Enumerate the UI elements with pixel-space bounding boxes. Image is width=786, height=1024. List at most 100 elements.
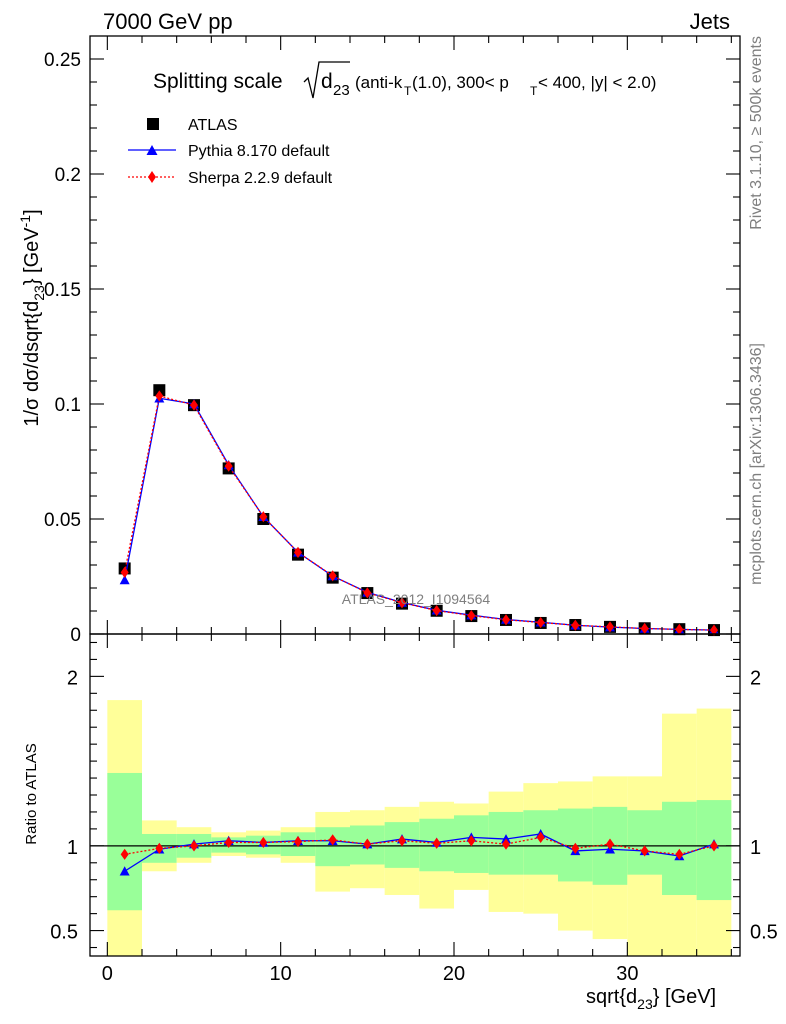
legend: ATLAS Pythia 8.170 default Sherpa 2.2.9 … [128, 117, 333, 187]
sherpa-ratio-point [398, 835, 406, 847]
pythia-ratio-point [119, 866, 130, 876]
x-tick-label: 20 [443, 963, 465, 985]
analysis-watermark: ATLAS_2012_I1094564 [342, 591, 491, 607]
sherpa-point [259, 511, 268, 523]
main-y-tick-label: 0.1 [55, 395, 81, 416]
main-y-axis-label: 1/σ dσ/dsqrt{d23} [GeV-1] [17, 209, 47, 426]
rivet-label: Rivet 3.1.10, ≥ 500k events [748, 36, 765, 230]
sherpa-point [502, 614, 510, 626]
plot-title: Splitting scale d 23 (anti-k T (1.0), 30… [153, 61, 656, 99]
sherpa-point [328, 570, 337, 582]
sherpa-ratio-point [571, 842, 580, 854]
x-tick-label: 30 [616, 963, 638, 985]
sherpa-point [155, 390, 164, 402]
sherpa-ratio-point [363, 838, 372, 850]
ratio-y-axis-label: Ratio to ATLAS [23, 743, 40, 844]
title-cuts-a-sub: T [404, 84, 412, 98]
pythia-point [119, 574, 130, 585]
sherpa-point [120, 566, 129, 578]
sherpa-ratio-point [120, 848, 129, 860]
sherpa-ratio-point [502, 838, 510, 850]
sherpa-line [124, 395, 715, 631]
sherpa-point [640, 622, 649, 635]
sherpa-point [294, 546, 302, 558]
ylabel-top-end: ] [21, 209, 43, 215]
ratio-y-tick-label-right: 2 [750, 667, 761, 689]
sherpa-ratio-point [467, 835, 476, 847]
ylabel-top-sup: -1 [17, 215, 33, 228]
legend-sherpa-label: Sherpa 2.2.9 default [188, 170, 333, 187]
sherpa-point [224, 460, 233, 472]
stat-uncertainty-band [315, 827, 350, 867]
sherpa-ratio-point [294, 836, 302, 848]
sherpa-point [536, 616, 545, 629]
x-axis-label: sqrt{d23} [GeV] [586, 986, 716, 1012]
main-panel-series [118, 384, 720, 637]
x-tick-label: 10 [270, 963, 292, 985]
sherpa-ratio-point [710, 840, 718, 852]
sherpa-ratio-point [640, 845, 649, 857]
sherpa-point [398, 597, 406, 609]
sqrt-symbol [303, 61, 350, 99]
pythia-ratio-line [124, 833, 715, 872]
ratio-y-tick-label-left: 0.5 [50, 922, 78, 944]
sherpa-ratio-point [675, 848, 684, 860]
sherpa-point [710, 624, 718, 636]
legend-atlas-label: ATLAS [188, 117, 238, 134]
title-cuts-b: (1.0), 300< p [412, 73, 509, 92]
ylabel-top-tail: } [GeV [21, 227, 43, 285]
legend-pythia-label: Pythia 8.170 default [188, 143, 330, 160]
sherpa-ratio-point [155, 842, 164, 854]
sherpa-point [571, 619, 580, 631]
ylabel-top-sub: 23 [31, 285, 47, 301]
main-y-tick-label: 0.2 [55, 165, 81, 186]
xlabel-a: sqrt{d [586, 986, 637, 1008]
ylabel-top-a: 1/σ dσ/dsqrt{d [21, 301, 43, 427]
sherpa-point [467, 610, 476, 622]
legend-atlas-marker [147, 118, 159, 130]
title-cuts-b-sub: T [530, 84, 538, 98]
stat-uncertainty-band [627, 810, 662, 875]
sherpa-point [432, 604, 441, 617]
energy-label: 7000 GeV pp [103, 9, 233, 34]
ratio-y-tick-label-left: 2 [67, 667, 78, 689]
main-y-tick-label: 0 [70, 625, 81, 646]
ratio-y-tick-label-right: 1 [750, 837, 761, 859]
ratio-panel-series [119, 828, 719, 876]
x-tick-label: 0 [102, 963, 113, 985]
title-sqrt-sub: 23 [333, 82, 350, 99]
sherpa-ratio-point [328, 834, 337, 846]
title-cuts-a: (anti-k [355, 73, 403, 92]
sherpa-ratio-point [432, 837, 441, 849]
legend-sherpa-marker [148, 171, 156, 183]
ratio-y-tick-label-left: 1 [67, 837, 78, 859]
mcplots-label: mcplots.cern.ch [arXiv:1306.3436] [748, 343, 765, 585]
sherpa-point [363, 587, 372, 599]
main-y-tick-label: 0.15 [44, 280, 81, 301]
main-y-tick-label: 0.25 [44, 50, 81, 71]
sherpa-point [675, 623, 684, 635]
sherpa-point [606, 621, 614, 633]
main-y-tick-label: 0.05 [44, 510, 81, 531]
stat-uncertainty-band [662, 801, 697, 895]
process-label: Jets [690, 9, 730, 34]
sherpa-ratio-point [224, 836, 233, 849]
axis-ticks: 00.050.10.150.20.250.5 0.51 12 20 10 20 30 [44, 36, 778, 985]
sherpa-ratio-point [536, 831, 545, 843]
atlas-data-point [153, 384, 166, 397]
title-cuts-c: < 400, |y| < 2.0) [538, 73, 656, 92]
xlabel-tail: } [GeV] [653, 986, 716, 1008]
ratio-y-tick-label-right: 0.5 [750, 922, 778, 944]
xlabel-sub: 23 [637, 996, 653, 1012]
sherpa-ratio-point [259, 836, 268, 849]
sherpa-point [190, 399, 198, 411]
stat-uncertainty-band [107, 772, 142, 911]
title-main: Splitting scale [153, 70, 283, 93]
sherpa-ratio-point [606, 838, 614, 850]
svg-text:1/σ dσ/dsqrt{d23} [GeV-1]: 1/σ dσ/dsqrt{d23} [GeV-1] [17, 209, 47, 426]
ratio-uncertainty-bands [107, 700, 732, 956]
title-sqrt-arg: d [321, 70, 333, 93]
sherpa-ratio-point [190, 840, 198, 852]
legend-pythia-marker [146, 145, 158, 155]
